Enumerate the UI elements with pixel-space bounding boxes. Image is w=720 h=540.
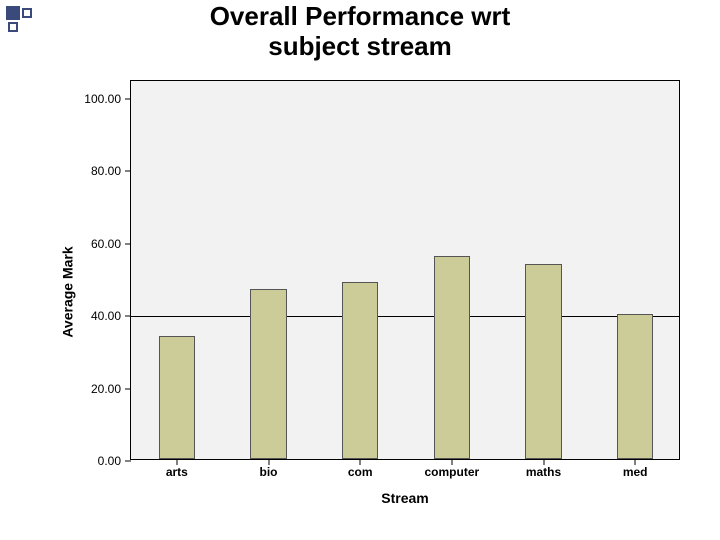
title-line-1: Overall Performance wrt bbox=[210, 1, 511, 31]
x-tick-label: bio bbox=[260, 465, 278, 479]
x-tick-label: com bbox=[348, 465, 373, 479]
x-axis-label: Stream bbox=[130, 490, 680, 506]
title-line-2: subject stream bbox=[0, 32, 720, 62]
y-tick-label: 60.00 bbox=[75, 237, 131, 251]
chart-title: Overall Performance wrt subject stream bbox=[0, 2, 720, 62]
bar bbox=[342, 282, 379, 459]
x-tick-label: arts bbox=[166, 465, 188, 479]
bar bbox=[525, 264, 562, 459]
bars-group bbox=[131, 81, 679, 459]
y-tick-label: 100.00 bbox=[75, 92, 131, 106]
y-tick-label: 20.00 bbox=[75, 382, 131, 396]
x-tick-label: maths bbox=[526, 465, 561, 479]
bar bbox=[617, 314, 654, 459]
y-tick-label: 80.00 bbox=[75, 164, 131, 178]
x-tick-label: med bbox=[623, 465, 648, 479]
y-axis-label: Average Mark bbox=[60, 246, 76, 337]
y-tick-mark bbox=[125, 461, 131, 462]
chart-container: Average Mark 0.0020.0040.0060.0080.00100… bbox=[30, 72, 690, 512]
y-tick-label: 40.00 bbox=[75, 309, 131, 323]
plot-area: 0.0020.0040.0060.0080.00100.00 artsbioco… bbox=[130, 80, 680, 460]
bar bbox=[159, 336, 196, 459]
bar bbox=[250, 289, 287, 459]
x-tick-label: computer bbox=[424, 465, 479, 479]
bar bbox=[434, 256, 471, 459]
y-tick-label: 0.00 bbox=[75, 454, 131, 468]
